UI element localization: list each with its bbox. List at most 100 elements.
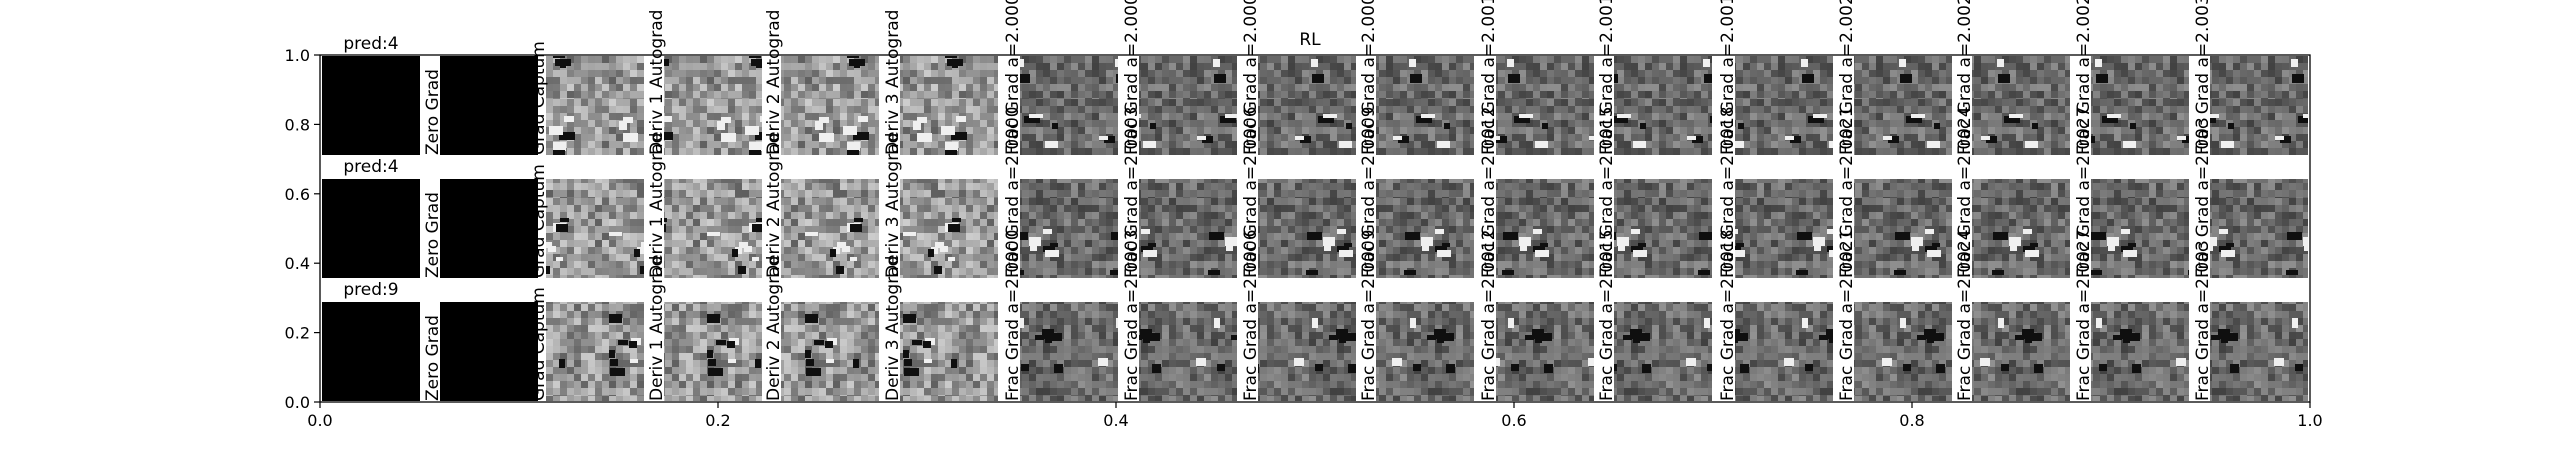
saliency-panel bbox=[664, 302, 762, 401]
panel-grid: 4 4 9 bbox=[322, 53, 2308, 406]
panel-label: Frac Grad a=2.0009 bbox=[1359, 106, 1379, 278]
saliency-panel bbox=[900, 56, 998, 155]
saliency-panel bbox=[1972, 179, 2070, 278]
panel-label: Frac Grad a=2.0006 bbox=[1241, 229, 1261, 401]
panel-label: Deriv 2 Autograd bbox=[764, 133, 784, 278]
panel-label: Deriv 3 Autograd bbox=[883, 133, 903, 278]
saliency-panel bbox=[1614, 179, 1712, 278]
pred-label: pred:4 bbox=[343, 34, 398, 54]
saliency-panel bbox=[1735, 179, 1833, 278]
panel-label: Frac Grad a=2.0018 bbox=[1718, 106, 1738, 278]
panel-label: Grad Captum bbox=[529, 287, 549, 401]
panel-label: Frac Grad a=2.0015 bbox=[1597, 106, 1617, 278]
panel-label: Frac Grad a=2.0027 bbox=[2074, 229, 2094, 401]
panel-label: Frac Grad a=2.0000 bbox=[1003, 229, 1023, 401]
saliency-panel bbox=[1854, 179, 1952, 278]
panel-label: Zero Grad bbox=[423, 315, 443, 401]
panel-label: Frac Grad a=2.0024 bbox=[1955, 106, 1975, 278]
panel-label: Zero Grad bbox=[423, 69, 443, 155]
saliency-panel bbox=[781, 56, 879, 155]
saliency-panel bbox=[1020, 302, 1118, 401]
y-tick-label: 1.0 bbox=[285, 46, 310, 65]
input-digit-panel: 4 bbox=[322, 53, 420, 160]
y-tick-label: 0.2 bbox=[285, 324, 310, 343]
outer-axes: 0.0 0.2 0.4 0.6 0.8 1.0 0.0 0.2 0.4 0.6 0.8 1.0 bbox=[285, 46, 2323, 430]
panel-label: Frac Grad a=2.0024 bbox=[1955, 0, 1975, 155]
saliency-panel bbox=[440, 179, 538, 278]
x-tick-label: 0.0 bbox=[307, 411, 332, 430]
y-tick-label: 0.6 bbox=[285, 185, 310, 204]
panel-label: Frac Grad a=2.0006 bbox=[1241, 106, 1261, 278]
panel-label: Frac Grad a=2.0021 bbox=[1837, 0, 1857, 155]
chart-title: RL bbox=[1299, 30, 1321, 50]
panel-label: Grad Captum bbox=[529, 41, 549, 155]
panel-label: Frac Grad a=2.0021 bbox=[1837, 229, 1857, 401]
saliency-panel bbox=[1496, 302, 1594, 401]
saliency-panel bbox=[1496, 179, 1594, 278]
saliency-panel bbox=[1139, 179, 1237, 278]
panel-labels: pred:4 Zero Grad Grad Captum Deriv 1 Autogr… bbox=[343, 0, 2213, 401]
saliency-panel bbox=[1258, 179, 1356, 278]
x-tick-label: 0.2 bbox=[705, 411, 730, 430]
saliency-panel bbox=[1972, 302, 2070, 401]
saliency-panel bbox=[781, 179, 879, 278]
panel-label: Frac Grad a=2.0009 bbox=[1359, 0, 1379, 155]
panel-label: Frac Grad a=2.0000 bbox=[1003, 0, 1023, 155]
saliency-panel bbox=[2091, 179, 2189, 278]
saliency-panel bbox=[1139, 56, 1237, 155]
saliency-panel bbox=[546, 179, 644, 278]
panel-label: Frac Grad a=2.003 bbox=[2193, 0, 2213, 155]
panel-label: Deriv 1 Autograd bbox=[647, 256, 667, 401]
axes-frame bbox=[319, 54, 2311, 403]
panel-label: Frac Grad a=2.0027 bbox=[2074, 106, 2094, 278]
saliency-panel bbox=[1376, 302, 1474, 401]
saliency-panel bbox=[900, 179, 998, 278]
x-tick-label: 0.8 bbox=[1899, 411, 1924, 430]
saliency-panel bbox=[1258, 302, 1356, 401]
pred-label: pred:9 bbox=[343, 280, 398, 300]
panel-label: Frac Grad a=2.0003 bbox=[1122, 0, 1142, 155]
panel-label: Frac Grad a=2.0012 bbox=[1479, 106, 1499, 278]
saliency-panel bbox=[1735, 56, 1833, 155]
pred-label: pred:4 bbox=[343, 157, 398, 177]
x-tick-label: 0.4 bbox=[1103, 411, 1128, 430]
panel-label: Frac Grad a=2.0015 bbox=[1597, 0, 1617, 155]
digit-glyph: 4 bbox=[342, 176, 401, 283]
panel-label: Deriv 3 Autograd bbox=[883, 10, 903, 155]
saliency-panel bbox=[1258, 56, 1356, 155]
x-tick-label: 1.0 bbox=[2297, 411, 2322, 430]
panel-label: Frac Grad a=2.0015 bbox=[1597, 229, 1617, 401]
panel-label: Frac Grad a=2.0021 bbox=[1837, 106, 1857, 278]
y-tick-label: 0.8 bbox=[285, 115, 310, 134]
saliency-panel bbox=[546, 56, 644, 155]
saliency-panel bbox=[546, 302, 644, 401]
saliency-panel bbox=[1972, 56, 2070, 155]
panel-label: Frac Grad a=2.003 bbox=[2193, 117, 2213, 278]
saliency-panel bbox=[1496, 56, 1594, 155]
panel-label: Frac Grad a=2.0012 bbox=[1479, 0, 1499, 155]
panel-label: Frac Grad a=2.003 bbox=[2193, 240, 2213, 401]
saliency-panel bbox=[1614, 302, 1712, 401]
saliency-panel bbox=[1376, 179, 1474, 278]
saliency-panel bbox=[1020, 179, 1118, 278]
saliency-panel bbox=[440, 56, 538, 155]
saliency-panel bbox=[900, 302, 998, 401]
saliency-panel bbox=[1020, 56, 1118, 155]
panel-label: Frac Grad a=2.0024 bbox=[1955, 229, 1975, 401]
panel-label: Frac Grad a=2.0000 bbox=[1003, 106, 1023, 278]
saliency-panel bbox=[664, 179, 762, 278]
panel-label: Deriv 1 Autograd bbox=[647, 133, 667, 278]
panel-label: Zero Grad bbox=[423, 192, 443, 278]
saliency-panel bbox=[1376, 56, 1474, 155]
saliency-panel bbox=[1854, 302, 1952, 401]
saliency-panel bbox=[440, 302, 538, 401]
panel-label: Frac Grad a=2.0003 bbox=[1122, 229, 1142, 401]
digit-glyph: 4 bbox=[342, 53, 401, 160]
panel-label: Deriv 1 Autograd bbox=[647, 10, 667, 155]
saliency-panel bbox=[1614, 56, 1712, 155]
panel-label: Deriv 3 Autograd bbox=[883, 256, 903, 401]
saliency-panel bbox=[1139, 302, 1237, 401]
panel-label: Deriv 2 Autograd bbox=[764, 10, 784, 155]
panel-label: Frac Grad a=2.0018 bbox=[1718, 229, 1738, 401]
